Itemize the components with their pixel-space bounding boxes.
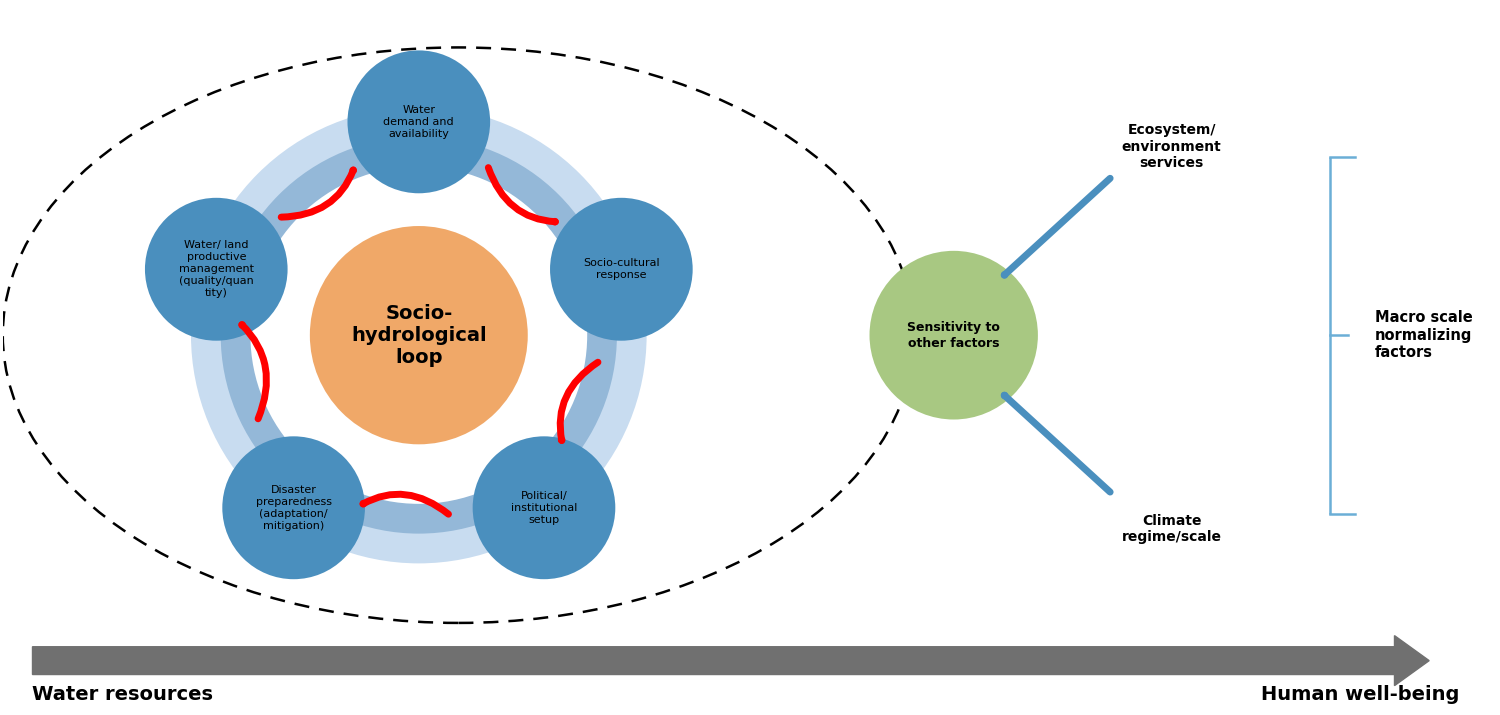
Text: Climate
regime/scale: Climate regime/scale: [1122, 513, 1221, 544]
Circle shape: [251, 167, 586, 504]
FancyArrowPatch shape: [1005, 395, 1110, 492]
FancyArrowPatch shape: [489, 167, 555, 222]
FancyArrowPatch shape: [1005, 178, 1110, 275]
Circle shape: [870, 251, 1038, 420]
Circle shape: [222, 436, 364, 579]
Text: Socio-
hydrological
loop: Socio- hydrological loop: [351, 304, 486, 367]
Text: Macro scale
normalizing
factors: Macro scale normalizing factors: [1374, 310, 1473, 360]
Text: Water resources: Water resources: [33, 685, 213, 704]
Text: Political/
institutional
setup: Political/ institutional setup: [512, 490, 578, 525]
Circle shape: [225, 142, 612, 528]
Text: Water/ land
productive
management
(quality/quan
tity): Water/ land productive management (quali…: [178, 240, 254, 298]
Text: Human well-being: Human well-being: [1260, 685, 1460, 704]
FancyArrowPatch shape: [363, 494, 448, 514]
Text: Ecosystem/
environment
services: Ecosystem/ environment services: [1122, 124, 1221, 170]
Circle shape: [146, 198, 288, 340]
Text: Socio-cultural
response: Socio-cultural response: [584, 258, 660, 280]
Text: Water
demand and
availability: Water demand and availability: [384, 105, 454, 139]
Circle shape: [472, 436, 615, 579]
Text: Disaster
preparedness
(adaptation/
mitigation): Disaster preparedness (adaptation/ mitig…: [255, 485, 332, 531]
Circle shape: [348, 50, 490, 193]
FancyArrow shape: [33, 636, 1430, 686]
Circle shape: [220, 137, 616, 533]
Circle shape: [190, 107, 646, 563]
Text: Sensitivity to
other factors: Sensitivity to other factors: [908, 320, 1001, 350]
Circle shape: [550, 198, 693, 340]
FancyArrowPatch shape: [560, 363, 598, 440]
Circle shape: [310, 226, 528, 444]
FancyArrowPatch shape: [242, 325, 267, 419]
FancyArrowPatch shape: [280, 170, 354, 217]
